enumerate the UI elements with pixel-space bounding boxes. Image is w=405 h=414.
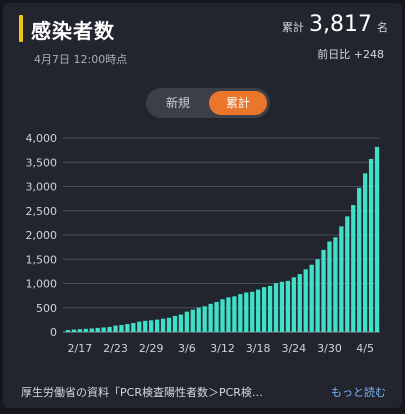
- bar: [160, 318, 166, 332]
- bar: [327, 241, 332, 332]
- bar: [149, 320, 154, 332]
- bar: [137, 321, 142, 332]
- bar: [303, 269, 308, 332]
- toggle-cumulative-button[interactable]: 累計: [209, 91, 267, 115]
- bar: [339, 226, 344, 332]
- y-tick-label: 4,000: [26, 132, 58, 145]
- bar: [232, 296, 237, 332]
- bar: [261, 287, 267, 332]
- bar: [220, 299, 225, 332]
- bar: [119, 325, 124, 332]
- bar: [238, 294, 243, 332]
- bar: [166, 317, 172, 332]
- bar: [95, 327, 100, 332]
- cumulative-cases-chart: 0 500 1,000 1,500 2,000 2,500 3,000 3,500 4,000 2…: [26, 132, 380, 355]
- y-tick-label: 500: [36, 302, 57, 315]
- x-tick-label: 3/6: [178, 342, 196, 355]
- bar: [83, 328, 88, 332]
- bar: [321, 249, 326, 332]
- total-unit: 名: [377, 21, 388, 34]
- toggle-new-button[interactable]: 新規: [165, 96, 190, 110]
- page-title: 感染者数: [31, 19, 115, 43]
- bar: [368, 158, 374, 332]
- bar: [190, 309, 195, 332]
- bar: [351, 205, 356, 332]
- bar: [101, 327, 106, 332]
- y-tick-label: 3,000: [26, 181, 58, 194]
- bar: [357, 187, 362, 332]
- y-tick-label: 0: [50, 326, 57, 339]
- total-value: 3,817: [309, 12, 372, 37]
- bar: [285, 280, 291, 332]
- total-label: 累計: [282, 21, 305, 34]
- bar: [77, 329, 82, 332]
- bar: [89, 328, 94, 332]
- bar: [184, 311, 189, 332]
- read-more-link[interactable]: もっと読む: [331, 386, 386, 399]
- bar: [315, 259, 320, 332]
- x-tick-label: 3/24: [281, 342, 306, 355]
- bar: [273, 283, 279, 332]
- bar: [214, 301, 219, 332]
- bar: [256, 289, 261, 332]
- view-toggle: 新規 累計: [146, 88, 270, 118]
- bar: [297, 274, 302, 332]
- bar: [267, 285, 273, 332]
- infection-count-card: 感染者数 4月7日 12:00時点 累計 3,817 名 前日比 +248 新規…: [3, 3, 402, 408]
- x-tick-label: 3/12: [210, 342, 235, 355]
- bar: [143, 320, 148, 332]
- bar: [279, 281, 285, 332]
- bar: [363, 173, 368, 332]
- bar: [113, 325, 118, 332]
- bar: [178, 314, 184, 332]
- bar: [125, 324, 130, 332]
- bar: [208, 303, 213, 332]
- y-tick-label: 1,500: [26, 253, 58, 266]
- bar: [291, 277, 296, 332]
- bar: [374, 146, 380, 332]
- bar: [196, 307, 201, 332]
- bar: [71, 329, 77, 332]
- bar: [250, 291, 255, 332]
- bar: [333, 237, 338, 332]
- update-timestamp: 4月7日 12:00時点: [34, 53, 128, 66]
- x-tick-label: 4/5: [356, 342, 374, 355]
- bar: [309, 264, 314, 332]
- x-tick-label: 3/30: [317, 342, 342, 355]
- x-tick-label: 2/17: [68, 342, 93, 355]
- bar: [345, 216, 350, 332]
- y-tick-label: 2,500: [26, 205, 58, 218]
- bar: [154, 319, 160, 332]
- y-tick-label: 1,000: [26, 278, 58, 291]
- day-over-day-diff: 前日比 +248: [317, 48, 384, 61]
- total-count: 累計 3,817 名: [282, 12, 388, 37]
- x-tick-label: 3/18: [246, 342, 271, 355]
- bar: [202, 306, 207, 332]
- y-tick-label: 3,500: [26, 156, 58, 169]
- x-tick-label: 2/29: [139, 342, 164, 355]
- title-accent-bar: [19, 15, 23, 42]
- bar: [172, 315, 178, 332]
- bar: [226, 297, 231, 332]
- bar: [244, 292, 249, 332]
- y-tick-label: 2,000: [26, 229, 58, 242]
- source-text: 厚生労働省の資料「PCR検査陽性者数＞PCR検…: [21, 386, 263, 399]
- bar: [131, 322, 136, 332]
- bar: [65, 330, 71, 332]
- bar: [107, 326, 112, 332]
- x-tick-label: 2/23: [103, 342, 128, 355]
